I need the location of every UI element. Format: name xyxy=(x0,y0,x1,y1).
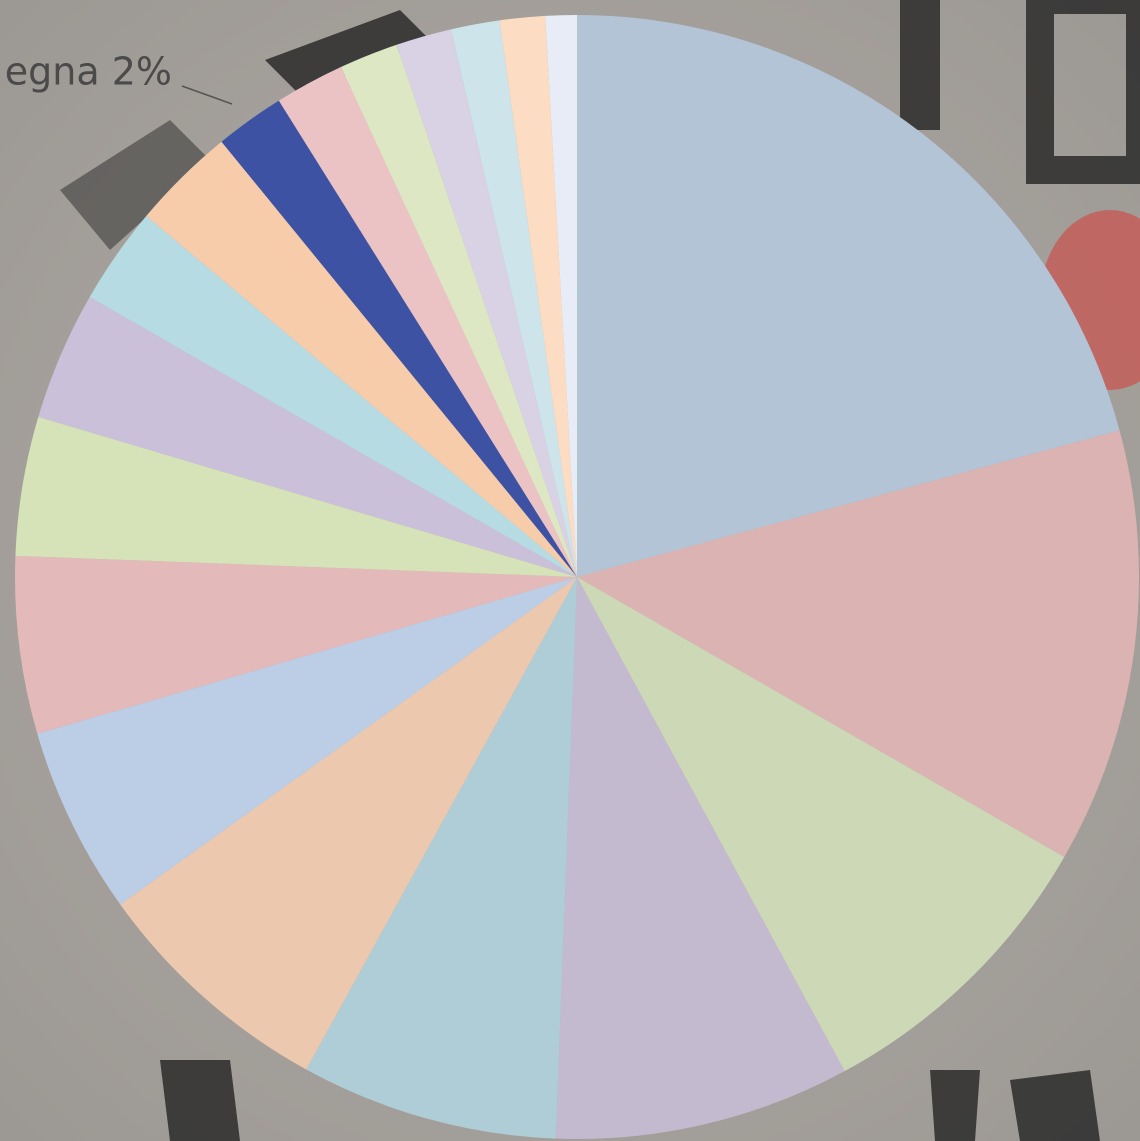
leader-line xyxy=(181,85,233,105)
pie-slice xyxy=(37,577,578,905)
graffiti xyxy=(60,0,1140,1141)
pie-slice xyxy=(14,555,577,734)
pie-slice xyxy=(306,577,577,1139)
pie-slice xyxy=(38,297,578,577)
pie-slice xyxy=(146,141,577,577)
pie-slice xyxy=(396,29,577,577)
pie-slice xyxy=(15,416,578,577)
pie-slice xyxy=(499,15,577,578)
pie-slice xyxy=(577,15,1120,577)
pie-slice xyxy=(545,15,577,577)
pie-slice xyxy=(221,100,577,577)
pie-slice xyxy=(120,577,578,1070)
pie-slice xyxy=(577,430,1139,857)
pie-slice xyxy=(450,20,577,578)
data-label: egna 2% xyxy=(5,50,172,94)
pie-slice xyxy=(278,66,577,578)
pie xyxy=(14,15,1139,1139)
pie-slice xyxy=(555,577,845,1139)
pie-slice xyxy=(340,44,577,577)
pie-slice xyxy=(89,216,577,577)
pie-slice xyxy=(577,577,1065,1072)
